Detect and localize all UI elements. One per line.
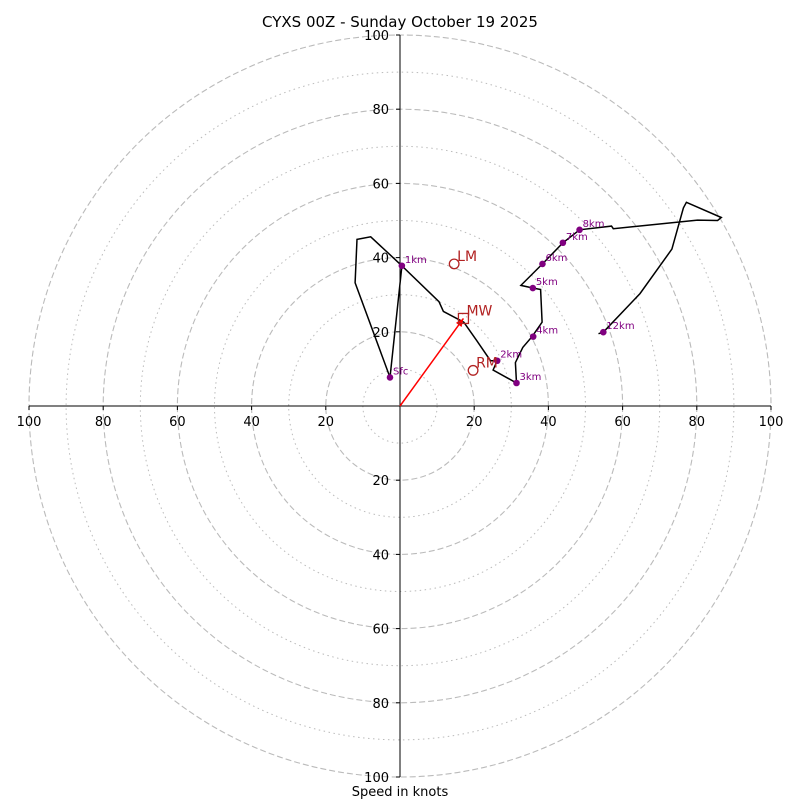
height-marker-4km bbox=[529, 333, 537, 340]
height-label-1km: 1km bbox=[405, 255, 427, 266]
y-tick-label: 20 bbox=[372, 326, 389, 341]
height-marker-2km bbox=[493, 357, 501, 365]
height-marker-8km bbox=[576, 226, 583, 234]
storm-motion-label-mw: MW bbox=[466, 303, 492, 319]
y-tick-label: 80 bbox=[372, 697, 389, 712]
x-tick-label: 100 bbox=[17, 415, 42, 430]
storm-motion-label-rm: RM bbox=[476, 355, 498, 371]
y-tick-label: 40 bbox=[372, 252, 389, 267]
x-tick-label: 80 bbox=[689, 415, 706, 430]
x-axis-label: Speed in knots bbox=[352, 785, 449, 800]
x-tick-label: 40 bbox=[243, 415, 260, 430]
height-marker-7km bbox=[559, 239, 567, 247]
x-tick-label: 40 bbox=[540, 415, 557, 430]
height-label-7km: 7km bbox=[566, 232, 588, 243]
y-tick-label: 100 bbox=[364, 29, 389, 44]
x-tick-label: 100 bbox=[759, 415, 784, 430]
height-marker-group: Sfc 1km 2km 3km 4km 5km 6km 7km 8km 12km bbox=[386, 219, 635, 387]
height-marker-1km bbox=[398, 262, 406, 270]
height-marker-5km bbox=[529, 284, 537, 292]
height-label-5km: 5km bbox=[536, 277, 558, 288]
height-marker-sfc bbox=[386, 374, 394, 381]
chart-title: CYXS 00Z - Sunday October 19 2025 bbox=[262, 13, 538, 31]
x-tick-label: 20 bbox=[318, 415, 335, 430]
mean-wind-vector-arrowhead bbox=[455, 318, 464, 327]
storm-motion-group: LM MW RM bbox=[448, 249, 498, 376]
y-tick-label: 20 bbox=[372, 474, 389, 489]
storm-motion-marker-mw bbox=[457, 312, 470, 325]
x-tick-label: 20 bbox=[466, 415, 483, 430]
y-tick-label: 60 bbox=[372, 177, 389, 192]
vector-group bbox=[399, 318, 465, 407]
storm-motion-label-lm: LM bbox=[457, 249, 477, 265]
y-tick-label: 40 bbox=[372, 548, 389, 563]
x-tick-label: 60 bbox=[614, 415, 631, 430]
height-label-2km: 2km bbox=[500, 350, 522, 361]
storm-motion-marker-rm bbox=[467, 364, 479, 376]
y-tick-label: 60 bbox=[372, 623, 389, 638]
height-label-sfc: Sfc bbox=[393, 366, 408, 377]
x-tick-label: 60 bbox=[169, 415, 186, 430]
tick-group: 100 80 60 40 20 20 40 60 80 100 100 80 60 40 20 20 40 60 8… bbox=[17, 29, 784, 786]
y-tick-label: 80 bbox=[372, 103, 389, 118]
y-tick-label: 100 bbox=[364, 771, 389, 786]
storm-motion-marker-lm bbox=[448, 258, 460, 270]
height-marker-12km bbox=[600, 328, 607, 336]
mean-wind-vector-line bbox=[399, 318, 465, 407]
height-label-8km: 8km bbox=[583, 219, 605, 230]
height-label-3km: 3km bbox=[519, 372, 541, 383]
height-label-4km: 4km bbox=[536, 326, 558, 337]
height-marker-3km bbox=[513, 379, 520, 387]
height-label-6km: 6km bbox=[545, 253, 567, 264]
x-tick-label: 80 bbox=[95, 415, 112, 430]
height-marker-6km bbox=[539, 260, 546, 268]
height-label-12km: 12km bbox=[606, 321, 634, 332]
